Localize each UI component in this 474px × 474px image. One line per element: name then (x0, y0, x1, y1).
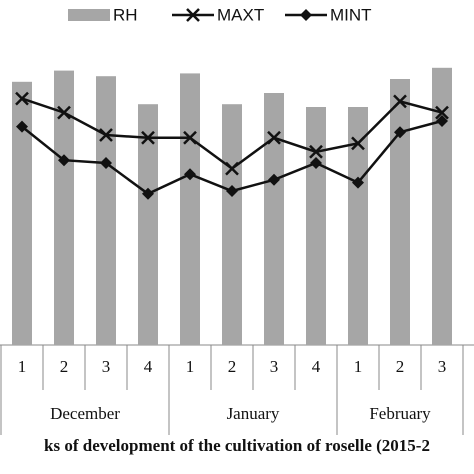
marker (57, 105, 71, 120)
marker (436, 115, 448, 127)
marker (16, 120, 28, 133)
x-tick-label: 3 (438, 357, 447, 376)
bar (54, 70, 74, 345)
bar (390, 79, 410, 345)
x-tick-label: 1 (354, 357, 363, 376)
marker (15, 91, 29, 106)
bar (12, 81, 32, 346)
marker (309, 144, 323, 159)
bar (432, 67, 452, 346)
x-tick-label: 2 (228, 357, 237, 376)
marker (226, 185, 238, 197)
month-label: January (227, 404, 280, 423)
marker (141, 130, 155, 145)
marker (183, 130, 197, 145)
x-tick-label: 4 (312, 357, 321, 376)
marker (58, 154, 70, 167)
marker (142, 187, 154, 200)
marker (268, 173, 280, 186)
bar (96, 76, 116, 345)
legend-label: MAXT (217, 5, 264, 24)
marker (394, 126, 406, 139)
legend-marker (300, 9, 312, 21)
x-tick-label: 2 (396, 357, 405, 376)
marker (393, 94, 407, 109)
bar (138, 104, 158, 345)
legend-marker (186, 8, 200, 22)
marker (310, 157, 322, 169)
x-tick-label: 1 (186, 357, 195, 376)
legend-label: RH (113, 5, 138, 24)
bar (306, 107, 326, 345)
marker (351, 136, 365, 151)
legend-swatch (68, 9, 110, 21)
legend-label: MINT (330, 5, 372, 24)
bar (348, 107, 368, 345)
marker (225, 161, 239, 176)
marker (184, 168, 196, 181)
marker (267, 130, 281, 145)
chart-title: ks of development of the cultivation of … (44, 436, 430, 455)
x-tick-label: 4 (144, 357, 153, 376)
month-label: February (369, 404, 431, 423)
bar (264, 93, 284, 345)
month-label: December (50, 404, 120, 423)
x-tick-label: 3 (270, 357, 279, 376)
marker (100, 157, 112, 169)
marker (352, 176, 364, 189)
x-tick-label: 3 (102, 357, 111, 376)
marker (99, 128, 113, 142)
x-tick-label: 2 (60, 357, 69, 376)
bar (222, 104, 242, 345)
bar (180, 73, 200, 346)
marker (435, 105, 449, 120)
x-tick-label: 1 (18, 357, 27, 376)
